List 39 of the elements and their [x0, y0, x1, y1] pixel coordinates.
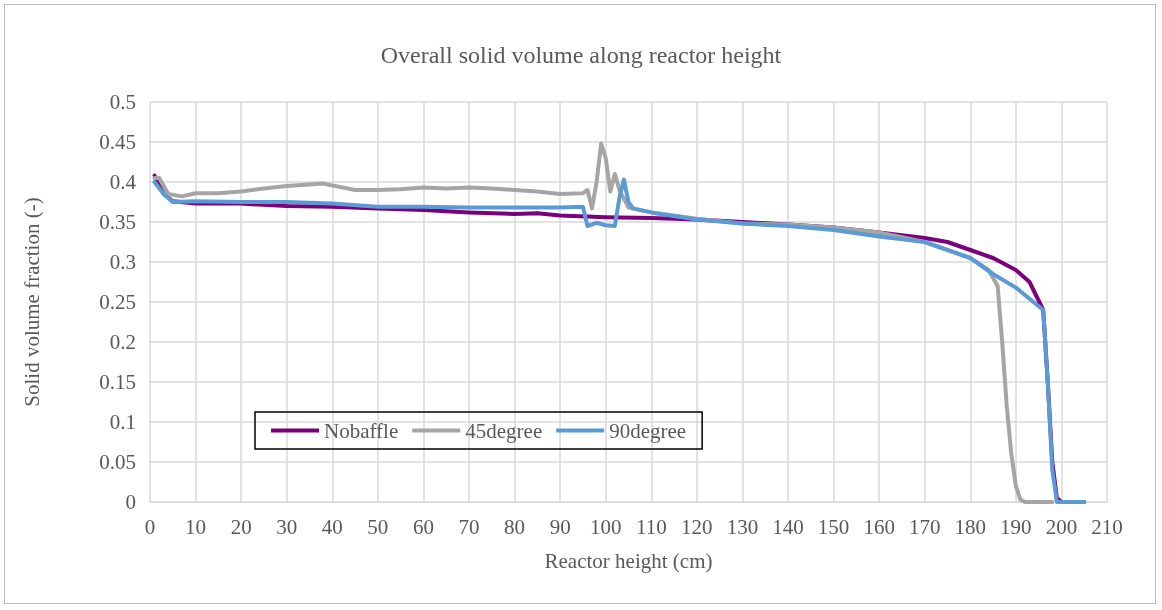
x-tick-label: 10	[185, 514, 207, 539]
y-axis-title: Solid volume fraction (-)	[19, 197, 44, 407]
x-tick-label: 170	[908, 514, 941, 539]
x-tick-label: 30	[276, 514, 298, 539]
x-tick-label: 160	[863, 514, 895, 539]
y-tick-label: 0.45	[99, 130, 136, 154]
x-tick-label: 0	[144, 514, 156, 539]
y-tick-label: 0.5	[109, 90, 136, 114]
x-tick-label: 110	[635, 514, 667, 539]
y-tick-label: 0	[125, 490, 136, 514]
y-tick-label: 0.1	[109, 410, 136, 434]
chart-title: Overall solid volume along reactor height	[380, 42, 782, 68]
y-tick-label: 0.3	[109, 250, 136, 274]
y-tick-label: 0.25	[99, 290, 136, 314]
x-tick-label: 80	[504, 514, 526, 539]
x-tick-label: 200	[1045, 514, 1078, 539]
x-tick-label: 120	[681, 514, 713, 539]
x-tick-label: 130	[726, 514, 759, 539]
x-tick-label: 50	[367, 514, 389, 539]
x-tick-label: 90	[549, 514, 571, 539]
x-tick-label: 190	[1000, 514, 1032, 539]
x-tick-label: 40	[321, 514, 343, 539]
y-tick-label: 0.2	[109, 330, 136, 354]
x-tick-label: 140	[772, 514, 804, 539]
x-tick-label: 60	[412, 514, 434, 539]
x-tick-label: 180	[954, 514, 987, 539]
legend-label: 90degree	[609, 418, 687, 443]
x-tick-label: 70	[458, 514, 480, 539]
legend-label: Nobaffle	[324, 418, 399, 443]
y-tick-label: 0.05	[99, 450, 136, 474]
x-axis-title: Reactor height (cm)	[544, 548, 713, 573]
x-tick-label: 20	[230, 514, 252, 539]
x-tick-label: 100	[589, 514, 622, 539]
y-tick-label: 0.35	[99, 210, 136, 234]
y-tick-label: 0.15	[99, 370, 136, 394]
y-tick-label: 0.4	[109, 170, 137, 194]
legend-label: 45degree	[465, 418, 543, 443]
x-tick-label: 210	[1091, 514, 1123, 539]
x-tick-label: 150	[817, 514, 850, 539]
